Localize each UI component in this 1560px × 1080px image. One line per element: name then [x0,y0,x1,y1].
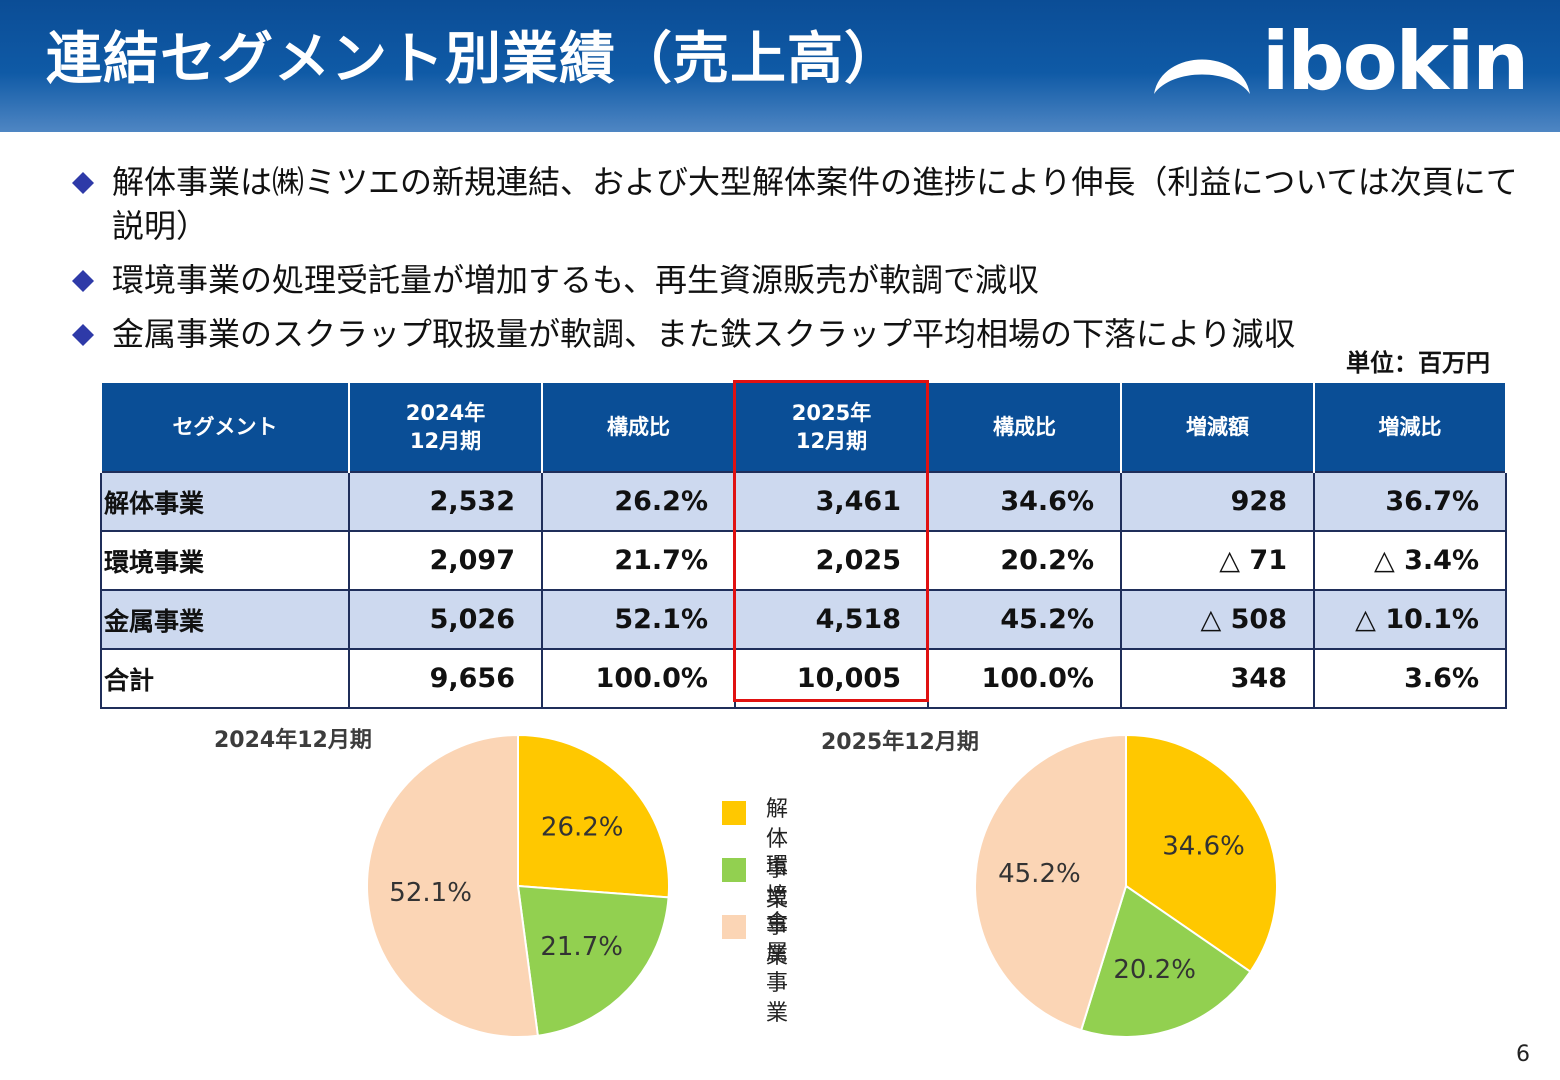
table-cell: 5,026 [348,589,543,650]
table-cell: △ 508 [1120,589,1315,650]
table-cell: 45.2% [927,589,1122,650]
table-cell: 3,461 [734,471,929,532]
pie-slice-metal [366,733,539,1038]
header-cell: 2025年 12月期 [734,383,929,472]
table-row: 合計 9,656 100.0% 10,005 100.0% 348 3.6% [100,648,1507,709]
header-cell: 増減比 [1313,383,1507,472]
table-cell: 20.2% [927,530,1122,591]
segment-name: 環境事業 [100,530,350,591]
bullet-text: 環境事業の処理受託量が増加するも、再生資源販売が軟調で減収 [112,261,1040,299]
bullet-item: 解体事業は㈱ミツエの新規連結、および大型解体案件の進捗により伸長（利益については… [72,160,1532,248]
diamond-bullet-icon [72,172,94,194]
bullet-list: 解体事業は㈱ミツエの新規連結、および大型解体案件の進捗により伸長（利益については… [72,160,1532,366]
pie-data-label: 45.2% [998,859,1081,889]
pie-title-2024: 2024年12月期 [214,728,372,753]
header-cell: 構成比 [541,383,736,472]
table-cell: 10,005 [734,648,929,709]
table-cell: 4,518 [734,589,929,650]
company-logo: ibokin [1152,16,1542,108]
table-row: 環境事業 2,097 21.7% 2,025 20.2% △ 71 △ 3.4% [100,530,1507,591]
table-cell: 3.6% [1313,648,1507,709]
table-cell: 348 [1120,648,1315,709]
table-cell: 9,656 [348,648,543,709]
pie-data-label: 52.1% [389,878,472,908]
pie-title-2025: 2025年12月期 [821,730,979,755]
legend-label: 金属事業 [766,911,789,1026]
page-title: 連結セグメント別業績（売上高） [46,27,901,92]
table-cell: 100.0% [541,648,736,709]
highlight-frame [733,380,929,702]
pie-slice-demolition [517,733,670,899]
table-cell: 26.2% [541,471,736,532]
pie-data-label: 20.2% [1113,955,1196,985]
pie-data-label: 34.6% [1162,831,1245,861]
table-cell: 928 [1120,471,1315,532]
table-cell: △ 3.4% [1313,530,1507,591]
page-number: 6 [1516,1042,1530,1067]
legend-label: 環境事業 [766,854,789,969]
table-cell: 2,532 [348,471,543,532]
pie-slice-metal [974,733,1127,1032]
logo-arc-icon [1154,59,1250,94]
table-row: 金属事業 5,026 52.1% 4,518 45.2% △ 508 △ 10.… [100,589,1507,650]
pie-slice-environment [1079,884,1252,1038]
legend-label: 解体事業 [766,797,789,912]
bullet-text: 金属事業のスクラップ取扱量が軟調、また鉄スクラップ平均相場の下落により減収 [112,315,1296,353]
bullet-item: 環境事業の処理受託量が増加するも、再生資源販売が軟調で減収 [72,258,1532,302]
legend-swatch [722,801,746,825]
header-cell: セグメント [100,383,350,472]
segment-name: 合計 [100,648,350,709]
table-cell: △ 71 [1120,530,1315,591]
diamond-bullet-icon [72,324,94,346]
logo-text: ibokin [1262,15,1529,108]
table-cell: 34.6% [927,471,1122,532]
legend-swatch [722,858,746,882]
segment-name: 解体事業 [100,471,350,532]
table-cell: 2,097 [348,530,543,591]
table-row: 解体事業 2,532 26.2% 3,461 34.6% 928 36.7% [100,471,1507,532]
segment-table: セグメント 2024年 12月期 構成比 2025年 12月期 構成比 増減額 … [100,383,1507,709]
segment-name: 金属事業 [100,589,350,650]
header-bar: 連結セグメント別業績（売上高） ibokin [0,0,1560,132]
bullet-item: 金属事業のスクラップ取扱量が軟調、また鉄スクラップ平均相場の下落により減収 [72,312,1532,356]
legend-swatch [722,915,746,939]
header-cell: 2024年 12月期 [348,383,543,472]
diamond-bullet-icon [72,270,94,292]
table-cell: 2,025 [734,530,929,591]
table-cell: 36.7% [1313,471,1507,532]
pie-data-label: 26.2% [541,812,624,842]
table-cell: 52.1% [541,589,736,650]
pie-data-label: 21.7% [540,932,623,962]
pie-chart-2025: 34.6% 20.2% 45.2% [974,733,1278,1038]
table-cell: 21.7% [541,530,736,591]
table-cell: △ 10.1% [1313,589,1507,650]
header-cell: 構成比 [927,383,1122,472]
pie-chart-2024: 26.2% 21.7% 52.1% [366,733,670,1038]
header-cell: 増減額 [1120,383,1315,472]
unit-label: 単位：百万円 [1346,349,1490,377]
table-cell: 100.0% [927,648,1122,709]
pie-slice-demolition [1125,733,1278,974]
table-header-row: セグメント 2024年 12月期 構成比 2025年 12月期 構成比 増減額 … [100,383,1507,472]
bullet-text: 解体事業は㈱ミツエの新規連結、および大型解体案件の進捗により伸長（利益については… [112,163,1518,245]
pie-slice-environment [516,884,670,1037]
